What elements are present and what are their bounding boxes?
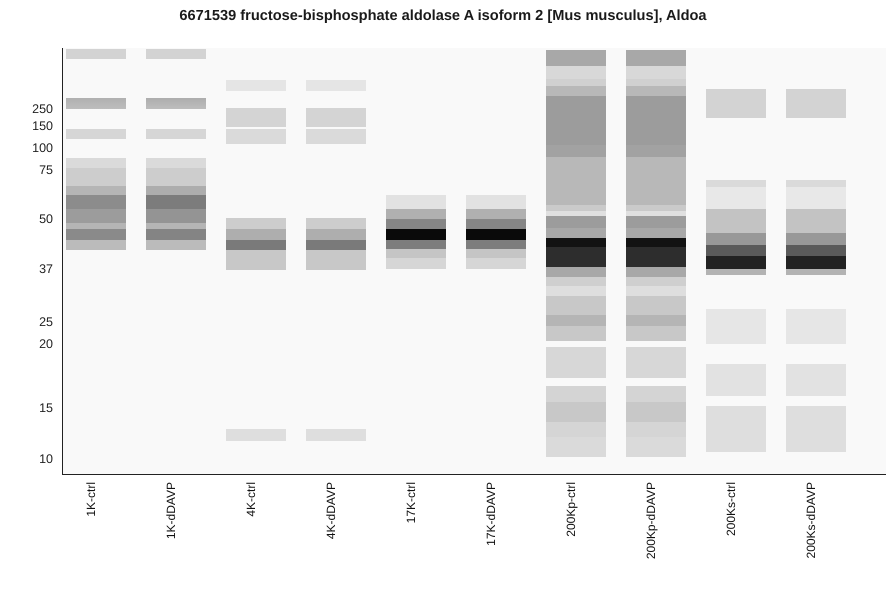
svg-text:37: 37 <box>39 262 53 276</box>
svg-text:200Ks-ctrl: 200Ks-ctrl <box>724 482 738 536</box>
svg-text:4K-dDAVP: 4K-dDAVP <box>324 482 338 539</box>
svg-text:150: 150 <box>32 119 53 133</box>
svg-text:15: 15 <box>39 401 53 415</box>
svg-text:25: 25 <box>39 315 53 329</box>
svg-text:200Kp-dDAVP: 200Kp-dDAVP <box>644 482 658 559</box>
svg-text:4K-ctrl: 4K-ctrl <box>244 482 258 517</box>
svg-text:200Ks-dDAVP: 200Ks-dDAVP <box>804 482 818 558</box>
svg-text:1K-ctrl: 1K-ctrl <box>84 482 98 517</box>
svg-text:200Kp-ctrl: 200Kp-ctrl <box>564 482 578 537</box>
svg-text:17K-dDAVP: 17K-dDAVP <box>484 482 498 546</box>
svg-text:1K-dDAVP: 1K-dDAVP <box>164 482 178 539</box>
svg-text:20: 20 <box>39 337 53 351</box>
svg-text:17K-ctrl: 17K-ctrl <box>404 482 418 523</box>
svg-text:50: 50 <box>39 212 53 226</box>
svg-text:250: 250 <box>32 102 53 116</box>
svg-text:100: 100 <box>32 141 53 155</box>
svg-text:6671539 fructose-bisphosphate: 6671539 fructose-bisphosphate aldolase A… <box>179 8 707 24</box>
svg-text:75: 75 <box>39 163 53 177</box>
svg-text:10: 10 <box>39 452 53 466</box>
